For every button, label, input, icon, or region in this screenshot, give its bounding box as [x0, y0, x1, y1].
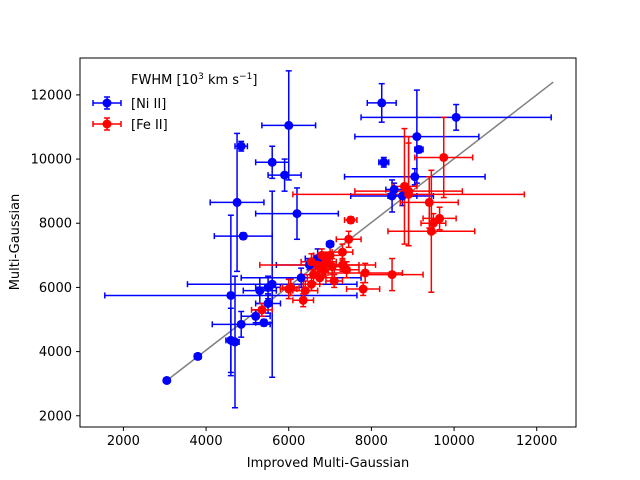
point-marker — [451, 112, 461, 122]
point-marker — [325, 250, 335, 260]
point-marker — [428, 218, 438, 228]
point-marker — [414, 144, 424, 154]
point-marker — [389, 185, 399, 195]
point-marker — [300, 286, 310, 296]
y-axis-label: Multi-Gaussian — [8, 194, 23, 291]
plot-area — [104, 70, 554, 409]
y-tick-label: 12000 — [31, 88, 72, 103]
point-marker — [360, 268, 370, 278]
point-marker — [292, 209, 302, 219]
legend-title: FWHM [103 km s−1] — [131, 72, 257, 88]
point-marker — [236, 141, 246, 151]
legend-entry-fe: [Fe II] — [92, 117, 168, 133]
point-marker — [267, 279, 277, 289]
legend: FWHM [103 km s−1] [Ni II] [Fe II] — [92, 72, 257, 133]
point-marker — [426, 226, 436, 236]
series-1-markers — [257, 152, 449, 315]
point-marker — [325, 239, 335, 249]
point-marker — [410, 172, 420, 182]
reference-line — [166, 81, 554, 382]
point-marker — [379, 157, 389, 167]
x-tick-label: 12000 — [516, 434, 557, 449]
point-marker — [255, 286, 265, 296]
point-marker — [306, 279, 316, 289]
point-marker — [284, 120, 294, 130]
x-tick-label: 2000 — [107, 434, 140, 449]
point-marker — [313, 260, 323, 270]
y-tick-label: 4000 — [39, 345, 72, 360]
point-marker — [315, 273, 325, 283]
series-0 — [104, 70, 552, 409]
point-marker — [317, 250, 327, 260]
point-marker — [346, 215, 356, 225]
axes-frame — [79, 57, 577, 428]
point-marker — [424, 197, 434, 207]
y-tick-label: 8000 — [39, 217, 72, 232]
point-marker — [342, 265, 352, 275]
y-tick-label: 6000 — [39, 281, 72, 296]
point-marker — [344, 234, 354, 244]
data-point — [335, 230, 362, 249]
x-axis-ticks: 2000 4000 6000 8000 10000 12000 — [107, 427, 557, 449]
point-marker — [280, 170, 290, 180]
point-marker — [404, 186, 414, 196]
point-marker — [257, 305, 267, 315]
point-marker — [232, 197, 242, 207]
point-marker — [193, 351, 203, 361]
x-tick-label: 8000 — [355, 434, 388, 449]
y-tick-label: 2000 — [39, 409, 72, 424]
x-tick-label: 4000 — [190, 434, 223, 449]
point-marker — [321, 257, 331, 267]
point-marker — [329, 276, 339, 286]
x-axis-label: Improved Multi-Gaussian — [247, 456, 409, 471]
point-marker — [259, 318, 269, 328]
legend-label-fe: [Fe II] — [131, 118, 168, 133]
point-marker — [377, 98, 387, 108]
point-marker — [296, 273, 306, 283]
point-marker — [238, 231, 248, 241]
point-marker — [319, 265, 329, 275]
point-marker — [263, 298, 273, 308]
legend-label-ni: [Ni II] — [131, 97, 166, 112]
point-marker — [236, 319, 246, 329]
point-marker — [327, 262, 337, 272]
point-marker — [267, 157, 277, 167]
point-marker — [286, 282, 296, 292]
point-marker — [412, 132, 422, 142]
y-axis-ticks: 2000 4000 6000 8000 10000 12000 — [31, 88, 80, 424]
x-tick-label: 10000 — [433, 434, 474, 449]
series-0-markers — [162, 98, 461, 385]
point-marker — [387, 270, 397, 280]
point-marker — [358, 284, 368, 294]
point-marker — [439, 152, 449, 162]
point-marker — [337, 247, 347, 257]
point-marker — [230, 337, 240, 347]
point-marker — [298, 295, 308, 305]
point-marker — [226, 290, 236, 300]
x-tick-label: 6000 — [272, 434, 305, 449]
point-marker — [435, 213, 445, 223]
point-marker — [162, 375, 172, 385]
legend-entry-ni: [Ni II] — [92, 96, 166, 112]
y-tick-label: 10000 — [31, 153, 72, 168]
point-marker — [251, 311, 261, 321]
